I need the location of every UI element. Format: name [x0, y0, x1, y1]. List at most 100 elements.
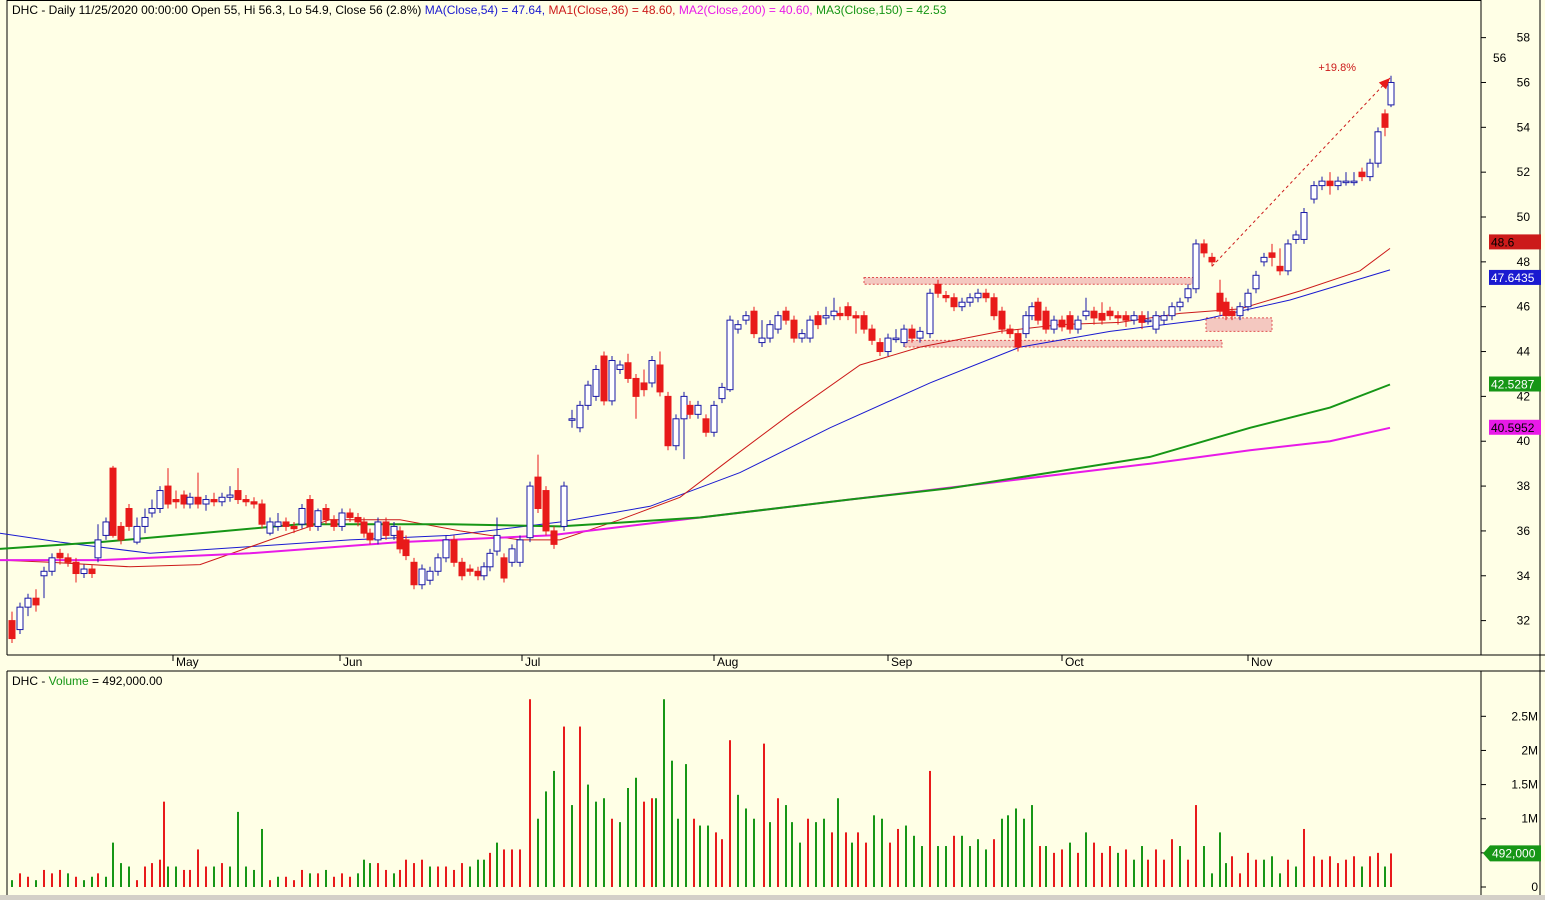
- volume-bar: [151, 863, 153, 887]
- candle-body: [1208, 256, 1216, 263]
- candle-body: [156, 490, 164, 509]
- volume-bar: [159, 859, 161, 887]
- volume-bar: [807, 818, 809, 887]
- volume-bar: [985, 849, 987, 887]
- candle-body: [40, 570, 48, 577]
- candle-body: [172, 499, 180, 503]
- candle-body: [148, 507, 156, 514]
- candle-body: [500, 557, 508, 579]
- candle-body: [900, 328, 908, 344]
- candle-body: [1160, 315, 1168, 321]
- price-axis-tags: 48.6 47.6435 42.5287 40.5952: [1489, 234, 1541, 435]
- candle-up: [102, 517, 110, 540]
- volume-bar: [213, 866, 215, 887]
- volume-bar: [136, 880, 138, 887]
- volume-bar: [1231, 856, 1233, 887]
- candle-down: [1098, 302, 1106, 325]
- candle-up: [156, 486, 164, 513]
- candle-up: [974, 288, 982, 303]
- candle-body: [396, 530, 404, 550]
- volume-bar: [889, 842, 891, 887]
- candle-down: [500, 553, 508, 583]
- volume-bar: [75, 876, 77, 887]
- candle-down: [1268, 243, 1276, 267]
- trend-arrow: [1211, 77, 1391, 267]
- volume-bar: [1203, 846, 1205, 887]
- candle-up: [80, 564, 88, 579]
- candle-body: [926, 292, 934, 335]
- candle-up: [516, 535, 524, 567]
- volume-last-tag: 492,000: [1483, 845, 1541, 862]
- sheet-tab-strip[interactable]: [0, 895, 1545, 900]
- candle-body: [734, 324, 742, 330]
- volume-bar: [437, 866, 439, 887]
- candle-down: [550, 526, 558, 549]
- volume-legend-label: Volume: [49, 674, 89, 688]
- volume-bar: [677, 818, 679, 887]
- volume-bar: [1085, 832, 1087, 887]
- volume-bar: [545, 791, 547, 887]
- candle-up: [576, 400, 584, 433]
- candle-body: [934, 283, 942, 294]
- volume-bar: [189, 869, 191, 887]
- volume-bar: [905, 825, 907, 887]
- candle-body: [990, 297, 998, 317]
- candle-up: [1028, 302, 1036, 321]
- candle-down: [868, 324, 876, 345]
- candle-up: [1050, 315, 1058, 334]
- candle-up: [568, 409, 576, 428]
- candle-down: [1222, 297, 1230, 321]
- candle-body: [632, 377, 640, 397]
- candle-up: [133, 517, 141, 545]
- volume-bar: [1031, 805, 1033, 887]
- candle-body: [8, 620, 16, 640]
- volume-bar: [167, 866, 169, 887]
- candle-body: [330, 519, 338, 527]
- candle-body: [1050, 319, 1058, 330]
- volume-bar: [635, 777, 637, 887]
- candle-body: [1276, 265, 1284, 272]
- volume-bar: [1093, 842, 1095, 887]
- candle-body: [274, 521, 282, 527]
- volume-bar: [309, 873, 311, 887]
- volume-bar: [128, 866, 130, 887]
- volume-tick-label: 2.5M: [1511, 709, 1538, 723]
- ma2-price-tag: 40.5952: [1489, 419, 1541, 435]
- candle-up: [1130, 311, 1138, 325]
- candle-down: [1058, 315, 1066, 332]
- price-tick-label: 58: [1517, 31, 1531, 45]
- volume-bar: [627, 788, 629, 887]
- candle-up: [434, 553, 442, 576]
- candle-up: [608, 356, 616, 406]
- candle-up: [218, 492, 226, 507]
- candle-down: [1138, 311, 1146, 330]
- volume-bar: [1045, 846, 1047, 887]
- candle-body: [282, 521, 290, 527]
- candle-up: [1144, 311, 1152, 325]
- month-tick-label: Aug: [717, 655, 738, 669]
- candle-body: [942, 294, 950, 299]
- candle-up: [710, 400, 718, 437]
- volume-bar: [729, 740, 731, 887]
- volume-bar: [205, 866, 207, 887]
- candle-up: [560, 481, 568, 531]
- candle-down: [88, 564, 96, 579]
- candle-down: [908, 324, 916, 343]
- candle-body: [426, 570, 434, 581]
- volume-bar: [619, 822, 621, 887]
- candle-body: [346, 512, 354, 518]
- candle-up: [1160, 311, 1168, 325]
- candle-body: [1168, 306, 1176, 317]
- volume-bar: [19, 873, 21, 887]
- candle-body: [798, 333, 806, 339]
- month-tick-label: May: [176, 655, 199, 669]
- candle-up: [1292, 230, 1300, 244]
- candle-body: [974, 292, 982, 299]
- candle-body: [1144, 319, 1152, 323]
- candle-up: [186, 492, 194, 509]
- candle-up: [1284, 239, 1292, 276]
- volume-bar: [1263, 859, 1265, 887]
- ma1-price-tag: 48.6: [1489, 234, 1541, 250]
- volume-bar: [537, 818, 539, 887]
